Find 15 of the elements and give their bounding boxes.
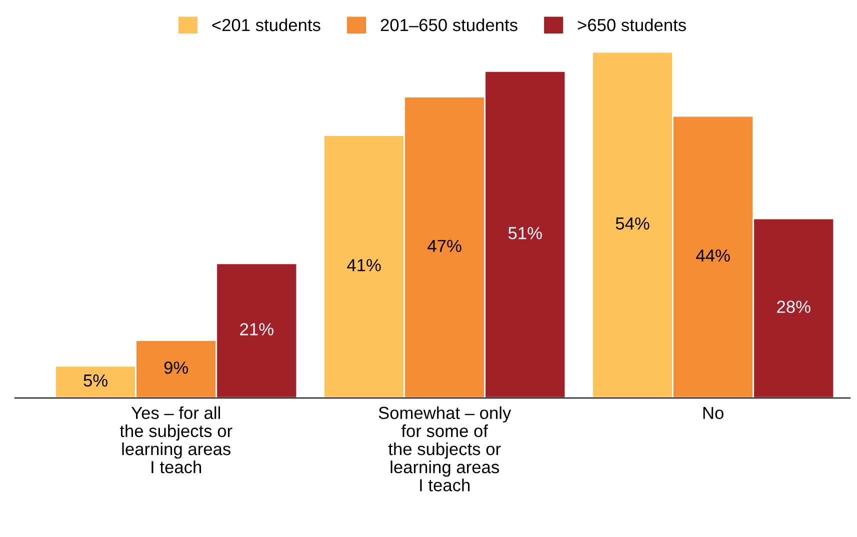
legend-label: <201 students — [212, 18, 320, 32]
legend-label: 201–650 students — [380, 18, 518, 32]
data-label: 41% — [347, 259, 381, 272]
data-label: 5% — [84, 374, 108, 387]
data-label: 21% — [240, 323, 274, 336]
data-label: 44% — [696, 249, 730, 262]
data-label: 54% — [616, 217, 650, 230]
data-label: 47% — [428, 240, 462, 252]
x-tick-label: Somewhat – only for some of the subjects or learning areas I teach — [378, 406, 512, 492]
legend-label: >650 students — [578, 18, 686, 32]
data-label: 51% — [508, 227, 542, 240]
data-label: 28% — [777, 300, 810, 313]
x-tick-label: No — [703, 406, 724, 420]
data-label: 9% — [164, 362, 188, 374]
x-tick-label: Yes – for all the subjects or learning areas I teach — [120, 406, 232, 474]
